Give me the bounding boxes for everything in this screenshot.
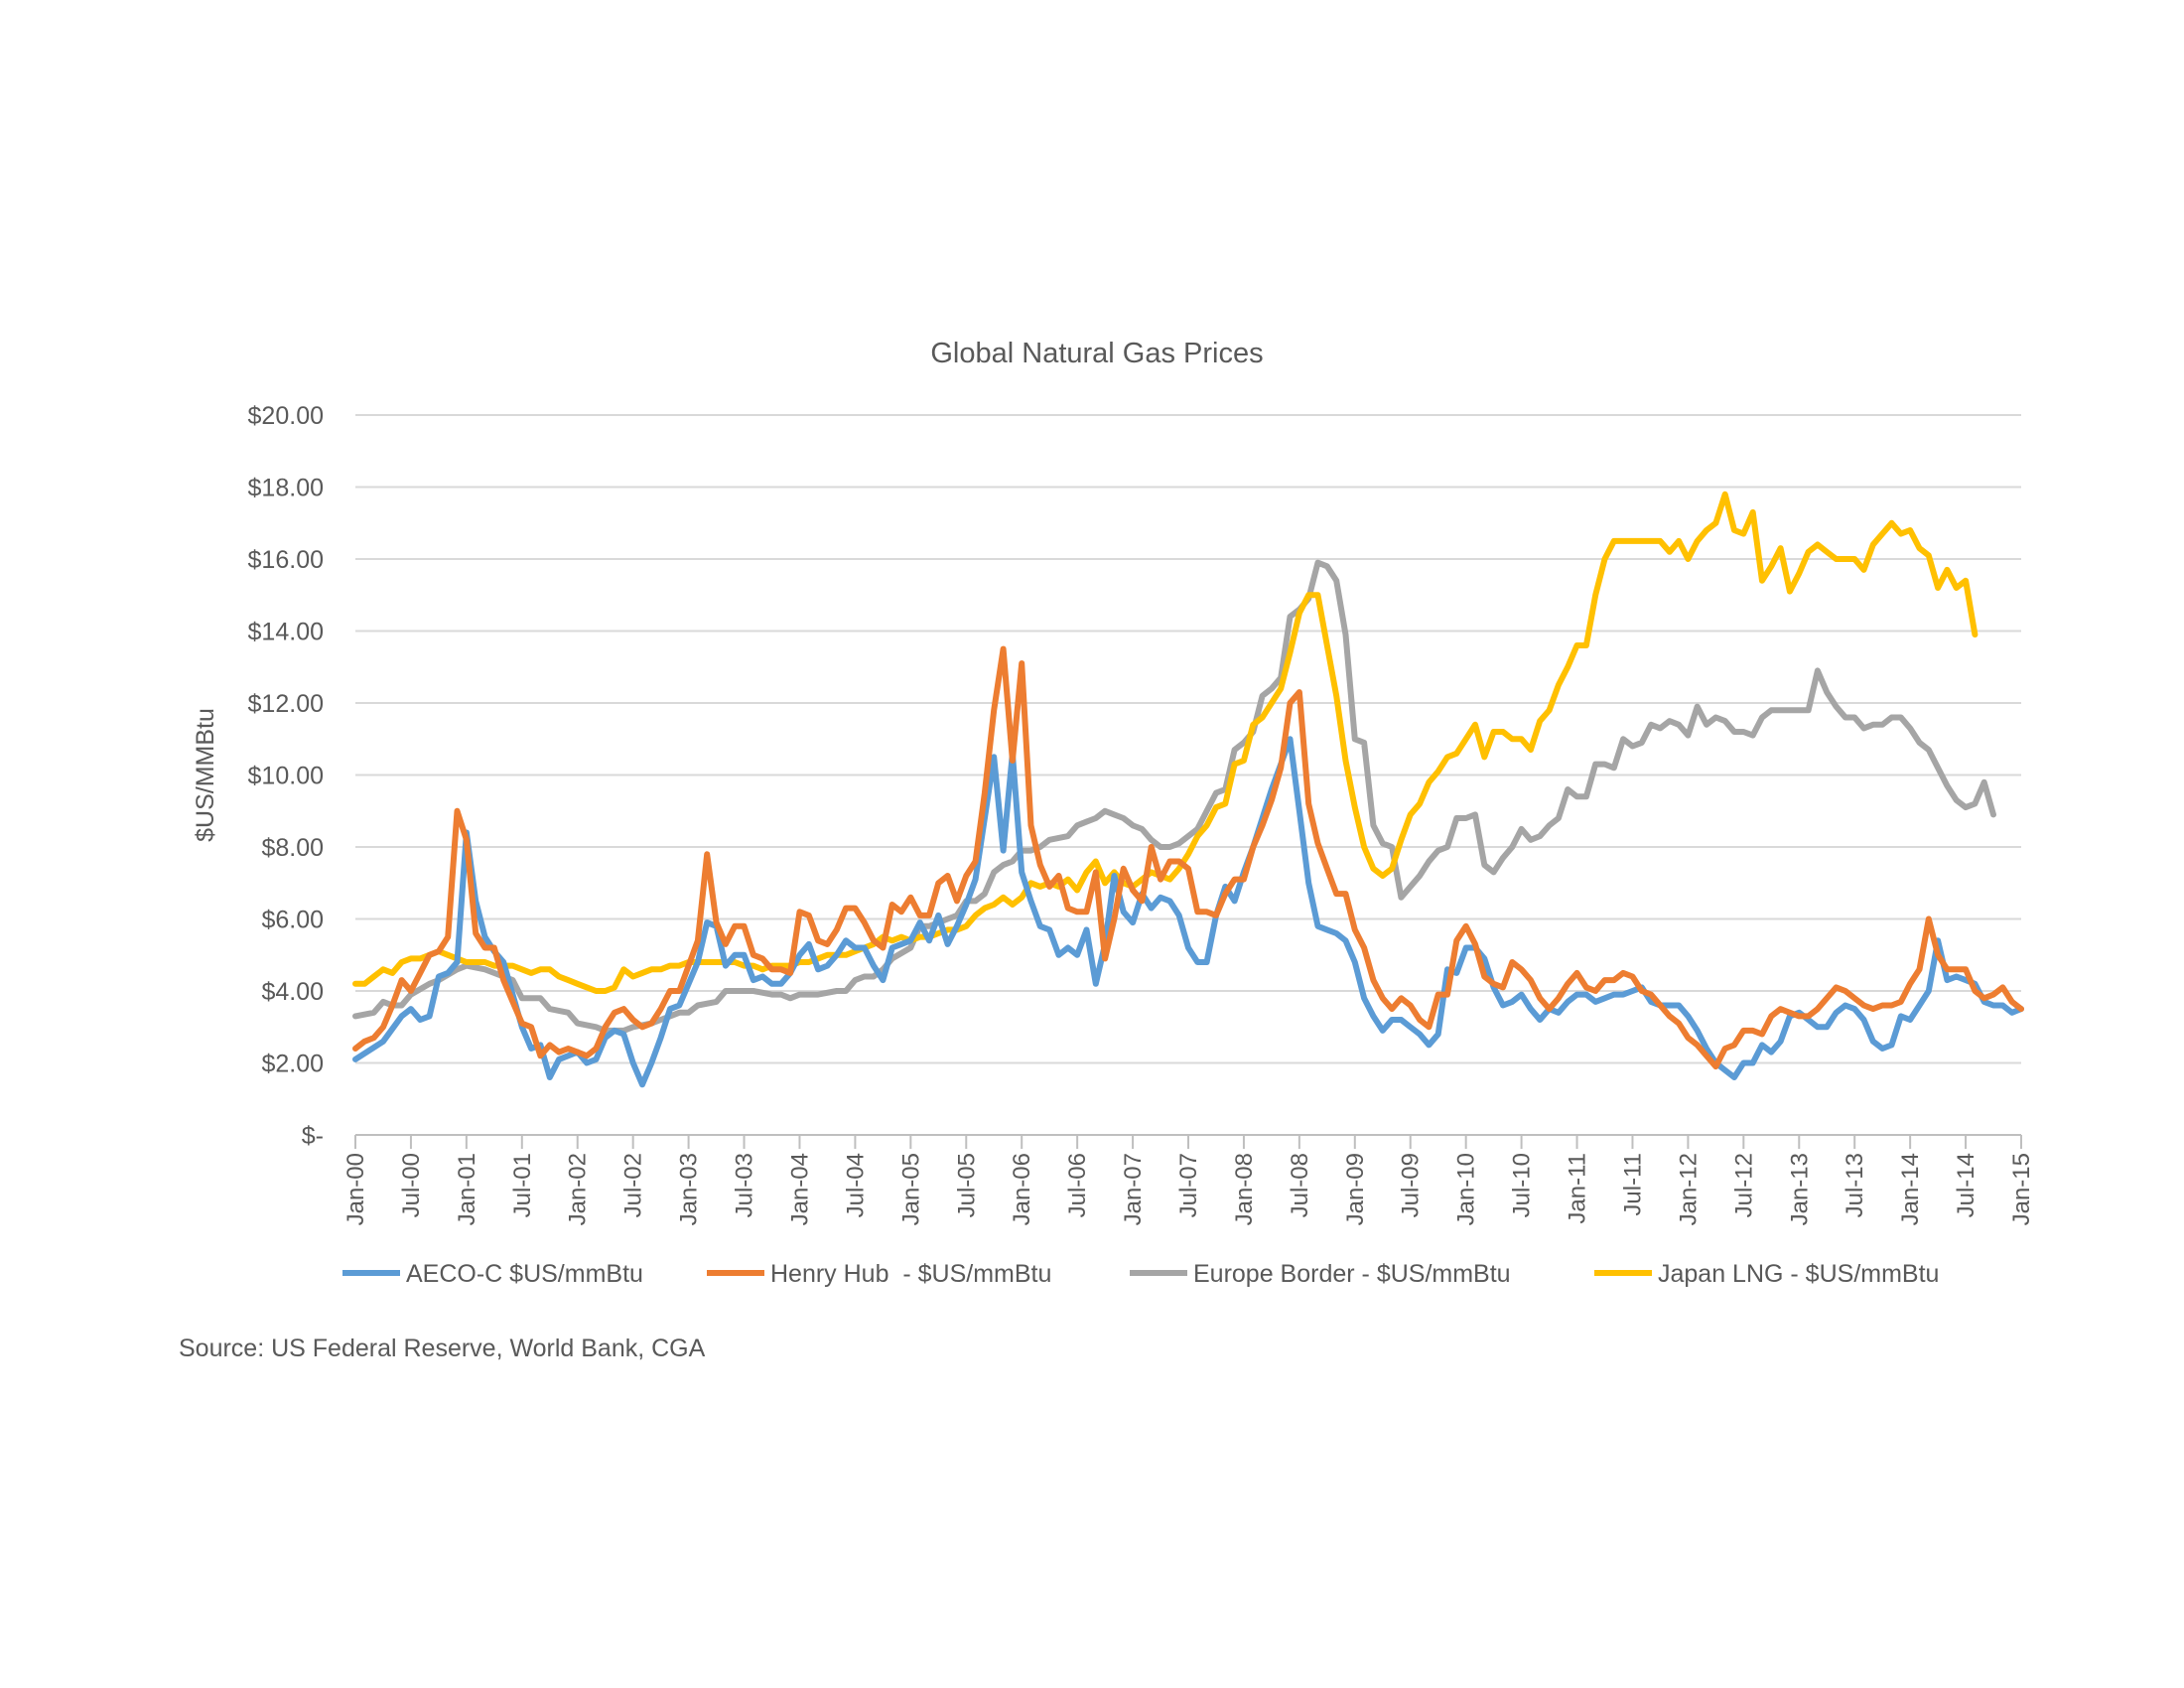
x-tick-label: Jan-11 bbox=[1565, 1153, 1591, 1224]
series-line-europe-border-us-mmbtu bbox=[352, 559, 1996, 1034]
series-line-aeco-c-us-mmbtu bbox=[352, 736, 2024, 1088]
y-tick-label: $8.00 bbox=[261, 834, 324, 862]
x-tick-label: Jul-04 bbox=[842, 1153, 869, 1217]
y-tick-label: $- bbox=[302, 1122, 324, 1150]
legend: AECO-C $US/mmBtu Henry Hub - $US/mmBtu Eur… bbox=[342, 1260, 1939, 1288]
x-tick-label: Jan-13 bbox=[1786, 1153, 1813, 1225]
source-note: Source: US Federal Reserve, World Bank, … bbox=[179, 1335, 706, 1362]
gridlines bbox=[355, 414, 2021, 1064]
y-tick-label: $14.00 bbox=[248, 619, 324, 646]
x-tick-label: Jul-10 bbox=[1509, 1153, 1536, 1217]
legend-label: Europe Border - $US/mmBtu bbox=[1193, 1260, 1511, 1288]
x-tick-label: Jan-07 bbox=[1120, 1153, 1147, 1225]
x-tick-label: Jul-09 bbox=[1398, 1153, 1425, 1217]
x-tick-label: Jan-01 bbox=[454, 1153, 480, 1225]
x-tick-label: Jul-14 bbox=[1953, 1153, 1979, 1217]
x-axis-ticks: Jan-00 Jul-00 Jan-01 Jul-01 Jan-02 Jul-02 Jan-… bbox=[342, 1135, 2035, 1225]
chart-title: Global Natural Gas Prices bbox=[930, 338, 1263, 369]
x-tick-label: Jul-07 bbox=[1175, 1153, 1202, 1217]
y-axis-label: $US/MMBtu bbox=[192, 708, 219, 842]
y-tick-label: $2.00 bbox=[261, 1051, 324, 1078]
x-tick-label: Jul-00 bbox=[398, 1153, 425, 1217]
series-line-japan-lng-us-mmbtu bbox=[352, 491, 1979, 994]
x-tick-label: Jul-01 bbox=[509, 1153, 536, 1217]
x-tick-label: Jul-06 bbox=[1064, 1153, 1091, 1217]
legend-label: AECO-C $US/mmBtu bbox=[406, 1260, 643, 1288]
legend-label: Japan LNG - $US/mmBtu bbox=[1658, 1260, 1939, 1288]
x-tick-label: Jan-04 bbox=[786, 1153, 813, 1225]
x-tick-label: Jan-14 bbox=[1897, 1153, 1924, 1225]
y-tick-label: $6.00 bbox=[261, 907, 324, 934]
x-tick-label: Jan-08 bbox=[1231, 1153, 1258, 1225]
series-group bbox=[352, 491, 2024, 1088]
y-tick-label: $10.00 bbox=[248, 763, 324, 790]
x-tick-label: Jul-08 bbox=[1287, 1153, 1313, 1217]
x-tick-label: Jul-11 bbox=[1619, 1153, 1646, 1216]
y-tick-label: $16.00 bbox=[248, 546, 324, 574]
y-axis-ticks: $- $2.00 $4.00 $6.00 $8.00 $10.00 $12.00 $14.00… bbox=[248, 402, 324, 1150]
x-tick-label: Jul-02 bbox=[620, 1153, 647, 1217]
y-tick-label: $18.00 bbox=[248, 475, 324, 502]
legend-label: Henry Hub - $US/mmBtu bbox=[770, 1260, 1051, 1288]
x-tick-label: Jul-13 bbox=[1842, 1153, 1868, 1217]
x-tick-label: Jan-02 bbox=[565, 1153, 592, 1225]
x-tick-label: Jan-05 bbox=[897, 1153, 924, 1225]
x-tick-label: Jan-09 bbox=[1342, 1153, 1369, 1225]
x-tick-label: Jan-00 bbox=[342, 1153, 369, 1225]
y-tick-label: $20.00 bbox=[248, 402, 324, 430]
y-tick-label: $4.00 bbox=[261, 978, 324, 1006]
x-tick-label: Jul-12 bbox=[1730, 1153, 1757, 1217]
x-tick-label: Jan-15 bbox=[2008, 1153, 2035, 1225]
x-tick-label: Jan-10 bbox=[1453, 1153, 1480, 1225]
x-tick-label: Jul-03 bbox=[732, 1153, 758, 1217]
series-line-henry-hub-us-mmbtu bbox=[352, 645, 2024, 1070]
y-tick-label: $12.00 bbox=[248, 690, 324, 718]
x-tick-label: Jan-12 bbox=[1675, 1153, 1702, 1225]
x-tick-label: Jul-05 bbox=[953, 1153, 980, 1217]
x-tick-label: Jan-03 bbox=[676, 1153, 703, 1225]
x-tick-label: Jan-06 bbox=[1009, 1153, 1035, 1225]
